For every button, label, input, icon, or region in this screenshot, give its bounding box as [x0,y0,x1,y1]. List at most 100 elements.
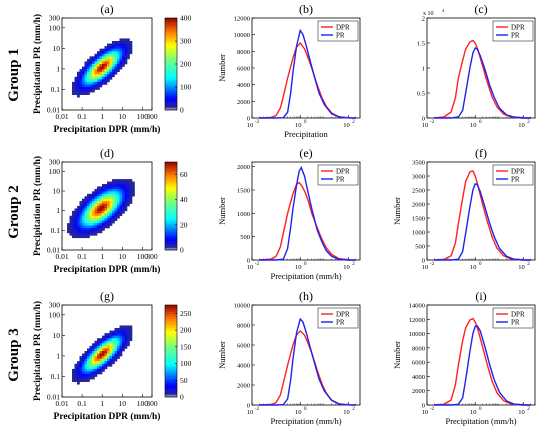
heatmap-cell [94,81,98,85]
heatmap-cell [89,58,93,62]
heatmap-cell [77,87,80,90]
y-tick-label: 6000 [237,66,250,73]
heatmap-cell [84,92,88,95]
heatmap-cell [97,193,100,197]
heatmap-cell [129,181,133,185]
heatmap-cell [129,41,133,44]
heatmap-cell [122,43,125,47]
heatmap-cell [117,191,120,195]
heatmap-cell [102,184,105,187]
heatmap-cell [112,220,115,224]
heatmap-cell [79,223,83,226]
y-axis-label: Number [217,54,227,82]
heatmap-cell [109,223,113,226]
heatmap-cell [112,41,115,44]
heatmap-cell [87,58,90,62]
heatmap-cell [84,230,88,234]
heatmap-cell [102,366,105,370]
heatmap-cell [109,338,113,342]
heatmap-cell [114,208,118,212]
heatmap-cell [124,325,128,329]
heatmap-cell [122,188,125,192]
heatmap-cell [84,361,88,365]
heatmap-cell [102,71,105,75]
heatmap-cell [87,81,90,85]
plot-frame [61,304,153,398]
x-tick-exponent: -2 [430,407,435,412]
heatmap-cell [89,64,93,67]
heatmap-cell [122,191,125,195]
heatmap-cell [72,218,75,221]
heatmap-cell [97,81,100,85]
colorbar-segment [165,199,177,202]
heatmap-cell [72,92,75,95]
heatmap-cell [94,188,98,192]
heatmap-cell [129,43,133,47]
heatmap-cell [109,56,113,60]
heatmap-cell [74,215,78,219]
colorbar-segment [165,316,177,320]
heatmap-cell [99,66,103,70]
heatmap-cell [89,374,93,377]
heatmap-cell [92,58,95,62]
colorbar-tick-label: 250 [180,309,192,318]
heatmap-cell [102,188,105,192]
heatmap-cell [119,348,123,352]
heatmap-cell [119,58,123,62]
colorbar-segment [165,54,177,58]
heatmap-cell [92,345,95,349]
heatmap-cell [119,46,123,49]
heatmap-cell [94,193,98,197]
colorbar-segment [165,29,177,33]
heatmap-cell [122,328,125,331]
y-tick-label: 1.5 [417,41,425,48]
heatmap-cell [102,225,105,229]
heatmap-cell [102,193,105,197]
heatmap-cell [77,366,80,370]
group-labels: Group 1 Group 2 Group 3 [6,48,22,382]
x-tick-label: 0.1 [77,252,87,261]
heatmap-cell [114,213,118,217]
colorbar-segment [165,374,177,377]
heatmap-cell [117,48,120,52]
heatmap-cell [77,371,80,375]
heatmap-cell [114,43,118,47]
heatmap-cell [129,196,133,199]
heatmap-cell [89,89,93,93]
colorbar-segment [165,228,177,231]
heatmap-cell [99,51,103,55]
heatmap-cell [84,213,88,217]
heatmap-cell [114,61,118,65]
x-tick-label: 10 [343,409,350,416]
colorbar-segment [165,245,177,249]
heatmap-cell [122,201,125,204]
heatmap-cell [109,43,113,47]
heatmap-cell [104,186,108,190]
heatmap-cell [112,208,115,212]
heatmap-cell [114,353,118,357]
heatmap-cell [119,325,123,329]
heatmap-cell [74,76,78,80]
heatmap-cell [102,223,105,226]
heatmap-cell [99,225,103,229]
legend-entry-dpr: DPR [511,311,525,319]
colorbar-segment [165,89,177,92]
colorbar: 400 300 200 100 0 [164,14,192,115]
y-tick-label: 100 [49,167,61,176]
heatmap-cell [109,340,113,344]
heatmap-cell [109,335,113,339]
x-tick-label: 10 [247,264,254,271]
heatmap-cell [132,181,135,185]
heatmap-cell [107,58,110,62]
heatmap-cell [92,56,95,60]
heatmap-cell [117,64,120,67]
heatmap-cell [119,333,123,336]
heatmap-cell [112,198,115,202]
heatmap-cell [117,348,120,352]
plot-frame [61,161,153,251]
heatmap-cell [117,184,120,187]
heatmap-cell [117,333,120,336]
heatmap-cell [104,74,108,78]
heatmap-cell [89,201,93,204]
